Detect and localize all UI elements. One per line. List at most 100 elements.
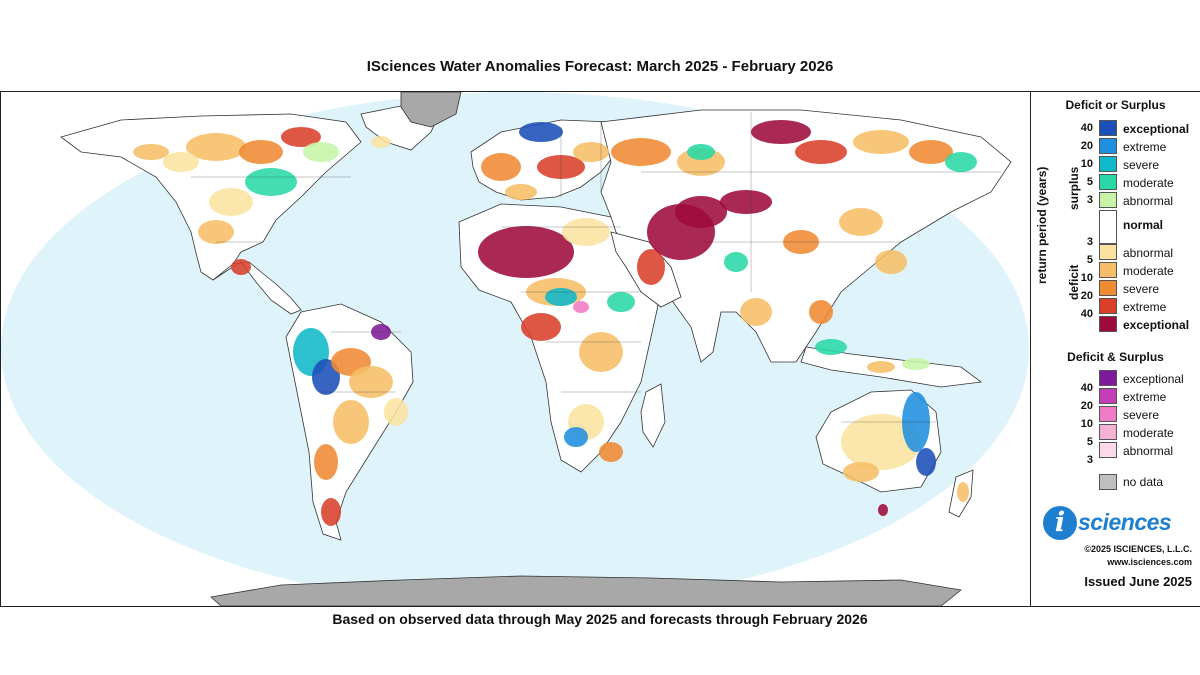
anomaly-patch — [371, 136, 391, 148]
map-subtitle: Based on observed data through May 2025 … — [332, 611, 868, 627]
anomaly-patch — [505, 184, 537, 200]
anomaly-patch — [843, 462, 879, 482]
anomaly-patch — [902, 358, 930, 370]
anomaly-patch — [349, 366, 393, 398]
anomaly-patch — [795, 140, 847, 164]
legend-swatch-deficit-extreme — [1099, 298, 1117, 314]
anomaly-patch — [687, 144, 715, 160]
legend-label-both-moderate: moderate — [1123, 426, 1174, 440]
legend-swatch-both-exceptional — [1099, 370, 1117, 386]
anomaly-patch — [853, 130, 909, 154]
anomaly-patch — [333, 400, 369, 444]
copyright-text: ©2025 ISCIENCES, L.L.C. — [1084, 544, 1192, 554]
deficit-rp-40: 40 — [1080, 308, 1093, 320]
surplus-rp-5: 5 — [1086, 176, 1093, 188]
legend-label-both-extreme: extreme — [1123, 390, 1167, 404]
anomaly-patch — [867, 361, 895, 373]
surplus-rp-3: 3 — [1086, 194, 1093, 206]
legend-label-deficit-abnormal: abnormal — [1123, 246, 1174, 260]
deficit-rp-20: 20 — [1080, 290, 1093, 302]
anomaly-patch — [133, 144, 169, 160]
legend-label-normal: normal — [1123, 218, 1164, 232]
legend-swatch-both-severe — [1099, 406, 1117, 422]
anomaly-patch — [740, 298, 772, 326]
legend-label-surplus-exceptional: exceptional — [1123, 122, 1190, 136]
anomaly-patch — [579, 332, 623, 372]
anomaly-patch — [839, 208, 883, 236]
anomaly-patch — [239, 140, 283, 164]
anomaly-patch — [637, 249, 665, 285]
anomaly-patch — [809, 300, 833, 324]
anomaly-patch — [751, 120, 811, 144]
anomaly-patch — [303, 142, 339, 162]
anomaly-patch — [909, 140, 953, 164]
legend-swatch-both-abnormal — [1099, 442, 1117, 458]
anomaly-patch — [573, 301, 589, 313]
website-text: www.isciences.com — [1107, 557, 1192, 567]
legend-swatch-both-extreme — [1099, 388, 1117, 404]
anomaly-patch — [521, 313, 561, 341]
anomaly-patch — [607, 292, 635, 312]
legend-label-deficit-exceptional: exceptional — [1123, 318, 1190, 332]
legend-swatch-deficit-abnormal — [1099, 244, 1117, 260]
anomaly-patch — [562, 218, 610, 246]
legend-label-surplus-severe: severe — [1123, 158, 1160, 172]
anomaly-patch — [545, 288, 577, 306]
legend-swatch-surplus-abnormal — [1099, 192, 1117, 208]
anomaly-patch — [231, 259, 251, 275]
anomaly-patch — [841, 414, 921, 470]
anomaly-patch — [675, 196, 727, 228]
legend-label-both-abnormal: abnormal — [1123, 444, 1174, 458]
legend-swatch-surplus-exceptional — [1099, 120, 1117, 136]
anomaly-patch — [209, 188, 253, 216]
legend-swatch-surplus-extreme — [1099, 138, 1117, 154]
both-rp-40: 40 — [1080, 382, 1093, 394]
legend-swatch-deficit-severe — [1099, 280, 1117, 296]
anomaly-patch — [815, 339, 847, 355]
legend-label-surplus-extreme: extreme — [1123, 140, 1167, 154]
both-rp-10: 10 — [1080, 418, 1093, 430]
legend-label-both-exceptional: exceptional — [1123, 372, 1184, 386]
anomaly-patch — [321, 498, 341, 526]
anomaly-patch — [573, 142, 609, 162]
anomaly-patches — [133, 120, 977, 526]
isciences-logo-icon: i — [1043, 506, 1077, 540]
anomaly-patch — [478, 226, 574, 278]
anomaly-patch — [198, 220, 234, 244]
anomaly-patch — [519, 122, 563, 142]
anomaly-patch — [878, 504, 888, 516]
anomaly-patch — [186, 133, 246, 161]
anomaly-patch — [945, 152, 977, 172]
anomaly-patch — [916, 448, 936, 476]
legend-label-surplus-abnormal: abnormal — [1123, 194, 1174, 208]
surplus-rp-20: 20 — [1080, 140, 1093, 152]
legend-label-no-data: no data — [1123, 475, 1164, 489]
both-rp-20: 20 — [1080, 400, 1093, 412]
madagascar-landmass — [640, 383, 666, 448]
anomaly-patch — [724, 252, 748, 272]
both-rp-5: 5 — [1086, 436, 1093, 448]
legend-label-deficit-severe: severe — [1123, 282, 1160, 296]
return-period-axis-label: return period (years) — [1035, 166, 1049, 284]
surplus-rp-10: 10 — [1080, 158, 1093, 170]
isciences-logo-wordmark: sciences — [1078, 509, 1172, 535]
anomaly-patch — [599, 442, 623, 462]
anomaly-patch — [720, 190, 772, 214]
legend-swatch-normal — [1099, 210, 1117, 244]
legend-swatch-deficit-exceptional — [1099, 316, 1117, 332]
legend-swatch-surplus-moderate — [1099, 174, 1117, 190]
anomaly-patch — [481, 153, 521, 181]
deficit-rp-10: 10 — [1080, 272, 1093, 284]
deficit-rp-3: 3 — [1086, 236, 1093, 248]
anomaly-patch — [163, 152, 199, 172]
arctic-cap-landmass — [400, 92, 462, 128]
deficit-rp-5: 5 — [1086, 254, 1093, 266]
antarctica-landmass — [210, 575, 962, 606]
issued-date: Issued June 2025 — [1084, 574, 1192, 589]
legend-panel: Deficit or Surplus return period (years)… — [1030, 92, 1200, 606]
legend-swatch-both-moderate — [1099, 424, 1117, 440]
both-rp-3: 3 — [1086, 454, 1093, 466]
anomaly-patch — [564, 427, 588, 447]
legend-swatch-surplus-severe — [1099, 156, 1117, 172]
anomaly-patch — [611, 138, 671, 166]
